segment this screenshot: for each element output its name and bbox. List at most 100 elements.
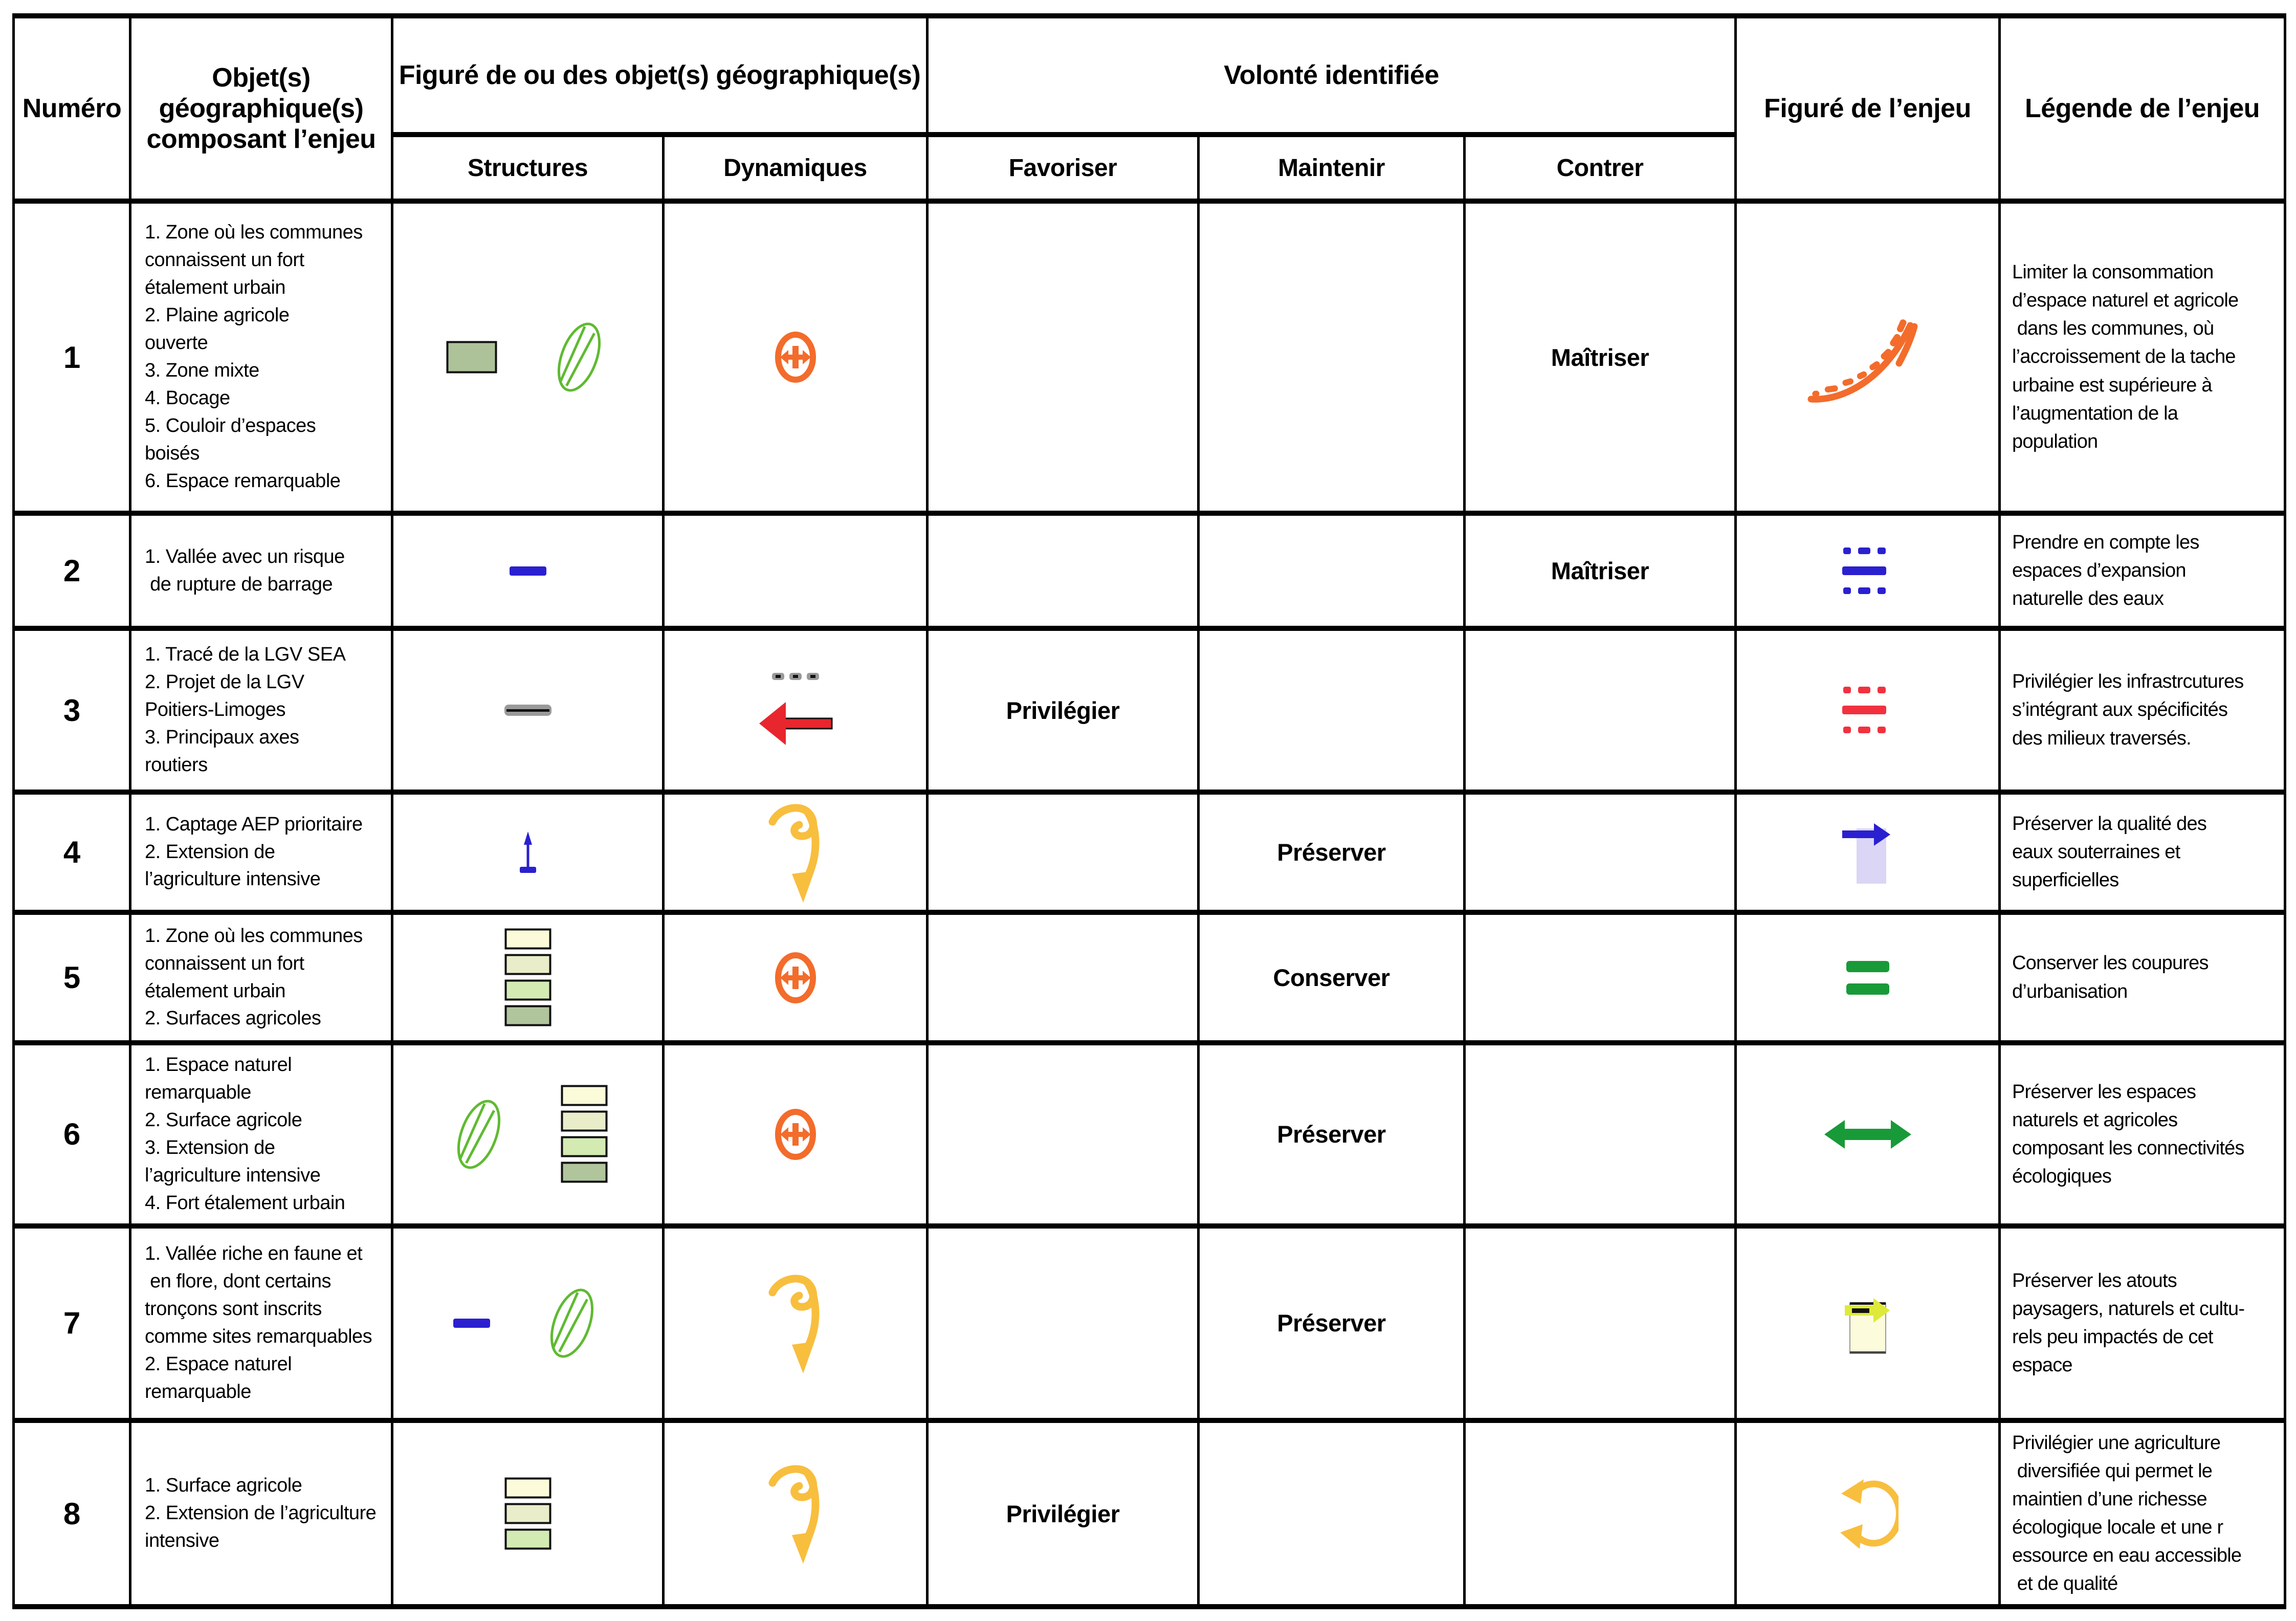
table-row: 4 1. Captage AEP prioritaire 2. Extension… xyxy=(12,790,2287,915)
favoriser-text: Privilégier xyxy=(1006,696,1120,724)
contrer-text: Maîtriser xyxy=(1551,343,1649,371)
favoriser-cell: Privilégier xyxy=(926,1417,1200,1610)
favoriser-cell xyxy=(926,1223,1200,1423)
structures-cell xyxy=(391,1040,665,1229)
table-row: 3 1. Tracé de la LGV SEA 2. Projet de la … xyxy=(12,626,2287,795)
lgv-project-dashed-line-icon xyxy=(771,673,819,680)
remarkable-space-ellipse-icon xyxy=(457,1100,500,1169)
favoriser-cell xyxy=(926,910,1200,1045)
favoriser-cell xyxy=(926,199,1200,516)
geographic-objects-cell: 1. Espace naturel remarquable 2. Surface… xyxy=(129,1040,393,1229)
geographic-objects-cell: 1. Vallée riche en faune et en flore, do… xyxy=(129,1223,393,1423)
header-objets: Objet(s) géographique(s) composant l’enj… xyxy=(129,13,393,204)
row-number: 7 xyxy=(12,1223,131,1423)
dynamics-cell xyxy=(662,1223,929,1423)
dynamics-cell xyxy=(662,511,929,631)
structures-cell xyxy=(391,790,665,915)
row-number-label: 3 xyxy=(63,693,81,728)
geographic-objects-cell: 1. Tracé de la LGV SEA 2. Projet de la L… xyxy=(129,626,393,795)
geographic-objects-text: 1. Tracé de la LGV SEA 2. Projet de la L… xyxy=(145,644,346,776)
urban-spread-ellipse-arrow-icon xyxy=(775,952,816,1003)
geographic-objects-text: 1. Zone où les communes connaissent un f… xyxy=(145,222,363,492)
stake-legend-text: Limiter la consommation d’espace naturel… xyxy=(2012,261,2239,452)
stake-legend-text: Préserver les espaces naturels et agrico… xyxy=(2012,1081,2244,1187)
row-number: 6 xyxy=(12,1040,131,1229)
stake-figure-cell xyxy=(1734,1417,2001,1610)
table-row: 5 1. Zone où les communes connaissent un … xyxy=(12,910,2287,1045)
stake-legend-text: Conserver les coupures d’urbanisation xyxy=(2012,952,2209,1002)
maintenir-cell: Conserver xyxy=(1197,910,1466,1045)
dynamics-cell xyxy=(662,626,929,795)
stake-legend-cell: Préserver les espaces naturels et agrico… xyxy=(1998,1040,2287,1229)
stake-legend-cell: Limiter la consommation d’espace naturel… xyxy=(1998,199,2287,516)
intensive-agriculture-swirl-icon xyxy=(768,1465,819,1564)
header-contrer: Contrer xyxy=(1463,132,1737,204)
stake-legend-cell: Préserver les atouts paysagers, naturels… xyxy=(1998,1223,2287,1423)
contrer-cell: Maîtriser xyxy=(1463,199,1737,516)
structures-cell xyxy=(391,910,665,1045)
dynamics-cell xyxy=(662,910,929,1045)
header-row-subgroups: Structures Dynamiques Favoriser Mainteni… xyxy=(14,132,2285,204)
maintenir-text: Préserver xyxy=(1277,1121,1386,1148)
aep-catchment-marker-icon xyxy=(519,831,536,873)
structures-cell xyxy=(391,199,665,516)
stake-legend-cell: Prendre en compte les espaces d’expansio… xyxy=(1998,511,2287,631)
valley-line-icon xyxy=(453,1318,490,1328)
row-number-label: 6 xyxy=(63,1117,81,1152)
row-number: 4 xyxy=(12,790,131,915)
row-number: 3 xyxy=(12,626,131,795)
geographic-objects-cell: 1. Zone où les communes connaissent un f… xyxy=(129,910,393,1045)
maintenir-cell xyxy=(1197,1417,1466,1610)
contrer-cell xyxy=(1463,790,1737,915)
urban-spread-ellipse-arrow-icon xyxy=(775,1108,816,1160)
intensive-agriculture-swirl-icon xyxy=(768,804,819,903)
stake-figure-cell xyxy=(1734,1223,2001,1423)
favoriser-cell xyxy=(926,511,1200,631)
structures-cell xyxy=(391,626,665,795)
dynamics-cell xyxy=(662,790,929,915)
urban-growth-curve-icon xyxy=(1807,319,1918,403)
contrer-cell xyxy=(1463,1040,1737,1229)
maintenir-cell: Préserver xyxy=(1197,1223,1466,1423)
stake-legend-text: Privilégier les infrastrcutures s’intégr… xyxy=(2012,671,2244,749)
stake-legend-cell: Privilégier les infrastrcutures s’intégr… xyxy=(1998,626,2287,795)
header-favoriser: Favoriser xyxy=(926,132,1200,204)
infrastructure-lines-icon xyxy=(1842,687,1886,733)
header-maintenir: Maintenir xyxy=(1197,132,1466,204)
geographic-objects-cell: 1. Vallée avec un risque de rupture de b… xyxy=(129,511,393,631)
geographic-objects-cell: 1. Surface agricole 2. Extension de l’ag… xyxy=(129,1417,393,1610)
land-use-swatch-stack-icon xyxy=(504,928,551,1026)
favoriser-cell xyxy=(926,1040,1200,1229)
valley-line-icon xyxy=(509,566,546,576)
enjeux-table: Numéro Objet(s) géographique(s) composan… xyxy=(12,13,2287,1610)
contrer-cell: Maîtriser xyxy=(1463,511,1737,631)
land-use-swatch-stack-icon xyxy=(561,1085,607,1183)
stake-figure-cell xyxy=(1734,1040,2001,1229)
structures-cell xyxy=(391,1223,665,1423)
table-row: 8 1. Surface agricole 2. Extension de l’a… xyxy=(12,1417,2287,1610)
stake-figure-cell xyxy=(1734,910,2001,1045)
geographic-objects-text: 1. Vallée avec un risque de rupture de b… xyxy=(145,545,345,595)
row-number: 8 xyxy=(12,1417,131,1610)
water-expansion-lines-icon xyxy=(1842,547,1886,594)
contrer-cell xyxy=(1463,1223,1737,1423)
remarkable-space-ellipse-icon xyxy=(550,1288,593,1358)
row-number: 5 xyxy=(12,910,131,1045)
stake-legend-cell: Privilégier une agriculture diversifiée … xyxy=(1998,1417,2287,1610)
stake-legend-text: Privilégier une agriculture diversifiée … xyxy=(2012,1432,2242,1595)
row-number-label: 1 xyxy=(63,340,81,375)
maintenir-cell xyxy=(1197,626,1466,795)
landscape-assets-marker-icon xyxy=(1844,1298,1890,1354)
dynamics-cell xyxy=(662,1417,929,1610)
structures-cell xyxy=(391,511,665,631)
header-volonte: Volonté identifiée xyxy=(925,13,1737,137)
row-number-label: 7 xyxy=(63,1306,81,1341)
urban-spread-ellipse-arrow-icon xyxy=(775,332,816,383)
stake-legend-text: Préserver les atouts paysagers, naturels… xyxy=(2012,1269,2245,1376)
stake-legend-text: Prendre en compte les espaces d’expansio… xyxy=(2012,531,2199,610)
maintenir-cell: Préserver xyxy=(1197,790,1466,915)
table-row: 2 1. Vallée avec un risque de rupture de … xyxy=(12,511,2287,631)
contrer-text: Maîtriser xyxy=(1551,557,1649,584)
dynamics-cell xyxy=(662,199,929,516)
favoriser-text: Privilégier xyxy=(1006,1500,1120,1527)
